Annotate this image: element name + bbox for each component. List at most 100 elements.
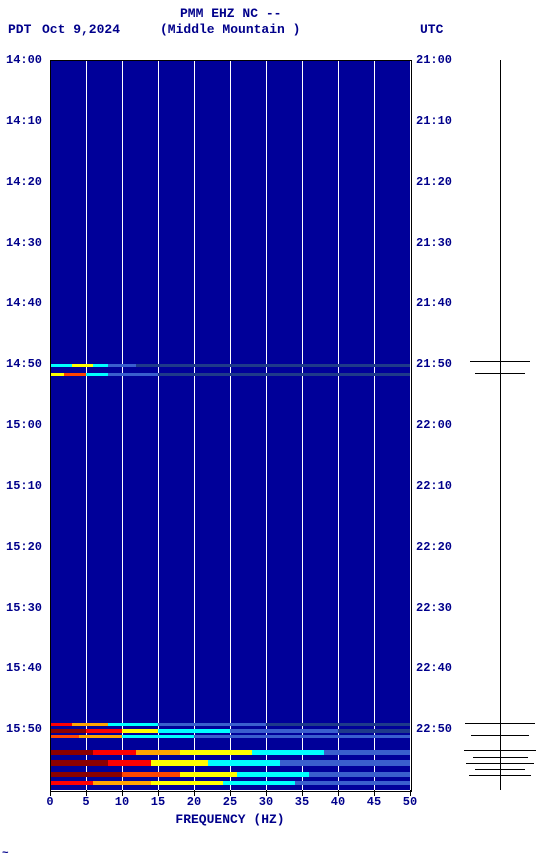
ytick-left: 14:30 — [6, 236, 42, 250]
spectro-cell — [136, 364, 410, 367]
spectro-cell — [108, 364, 137, 367]
signal-band — [50, 735, 410, 738]
gridline — [302, 60, 303, 790]
xtick-label: 45 — [367, 795, 381, 809]
spectro-cell — [208, 760, 280, 766]
signal-band — [50, 750, 410, 755]
spectro-cell — [158, 373, 410, 376]
seismo-axis — [500, 60, 501, 790]
xtick-label: 0 — [46, 795, 53, 809]
spectro-cell — [50, 729, 86, 733]
ytick-right: 21:50 — [416, 357, 452, 371]
ytick-left: 14:00 — [6, 53, 42, 67]
xtick-label: 10 — [115, 795, 129, 809]
ytick-right: 22:10 — [416, 479, 452, 493]
ytick-left: 14:40 — [6, 296, 42, 310]
seismo-trace — [466, 763, 534, 764]
gridline — [122, 60, 123, 790]
spectro-cell — [50, 735, 79, 738]
ytick-right: 22:20 — [416, 540, 452, 554]
spectro-cell — [50, 750, 93, 755]
ytick-right: 21:20 — [416, 175, 452, 189]
spectro-cell — [64, 373, 86, 376]
spectro-cell — [50, 760, 108, 766]
gridline — [266, 60, 267, 790]
gridline — [194, 60, 195, 790]
spectrogram-plot — [50, 60, 410, 790]
signal-band — [50, 723, 410, 726]
ytick-right: 22:40 — [416, 661, 452, 675]
gridline — [86, 60, 87, 790]
spectro-cell — [50, 364, 72, 367]
date-label: Oct 9,2024 — [42, 22, 120, 37]
gridline — [158, 60, 159, 790]
ytick-left: 15:30 — [6, 601, 42, 615]
seismo-trace — [473, 757, 528, 758]
ytick-right: 21:00 — [416, 53, 452, 67]
xtick-label: 50 — [403, 795, 417, 809]
ytick-right: 21:30 — [416, 236, 452, 250]
signal-band — [50, 373, 410, 376]
seismo-trace — [469, 775, 531, 776]
seismo-trace — [464, 750, 536, 751]
xtick-label: 15 — [151, 795, 165, 809]
ytick-left: 15:10 — [6, 479, 42, 493]
ytick-left: 15:40 — [6, 661, 42, 675]
spectro-cell — [79, 735, 122, 738]
xtick-label: 5 — [82, 795, 89, 809]
seismo-trace — [465, 723, 535, 724]
ytick-left: 15:00 — [6, 418, 42, 432]
right-timezone: UTC — [420, 22, 443, 37]
spectro-cell — [151, 760, 209, 766]
ytick-left: 14:50 — [6, 357, 42, 371]
xtick-label: 35 — [295, 795, 309, 809]
spectro-cell — [72, 723, 108, 726]
spectro-cell — [108, 723, 158, 726]
spectro-cell — [280, 760, 410, 766]
spectro-cell — [158, 729, 230, 733]
seismo-trace — [475, 769, 525, 770]
xtick-label: 30 — [259, 795, 273, 809]
spectro-cell — [93, 364, 107, 367]
seismo-trace — [475, 373, 525, 374]
spectro-cell — [223, 781, 295, 785]
spectro-cell — [122, 735, 194, 738]
gridline — [230, 60, 231, 790]
signal-band — [50, 772, 410, 777]
spectro-cell — [180, 772, 238, 777]
spectro-cell — [72, 364, 94, 367]
signal-band — [50, 364, 410, 367]
signal-band — [50, 760, 410, 766]
ytick-left: 14:10 — [6, 114, 42, 128]
x-axis-label: FREQUENCY (HZ) — [50, 812, 410, 827]
xtick-label: 20 — [187, 795, 201, 809]
spectro-cell — [122, 729, 158, 733]
gridline — [338, 60, 339, 790]
spectro-cell — [122, 772, 180, 777]
spectro-cell — [266, 723, 410, 726]
left-timezone: PDT — [8, 22, 31, 37]
ytick-right: 22:30 — [416, 601, 452, 615]
signal-band — [50, 729, 410, 733]
spectro-cell — [309, 772, 410, 777]
gridline — [374, 60, 375, 790]
spectro-cell — [108, 760, 151, 766]
spectro-cell — [151, 781, 223, 785]
spectro-cell — [136, 750, 179, 755]
spectro-cell — [86, 373, 108, 376]
ytick-right: 22:50 — [416, 722, 452, 736]
ytick-left: 14:20 — [6, 175, 42, 189]
signal-band — [50, 781, 410, 785]
spectro-cell — [295, 781, 410, 785]
spectro-cell — [50, 772, 122, 777]
spectro-cell — [50, 373, 64, 376]
spectro-cell — [230, 729, 338, 733]
station-name: (Middle Mountain ) — [160, 22, 300, 37]
ytick-right: 21:10 — [416, 114, 452, 128]
footer-mark: ~ — [2, 848, 9, 860]
spectro-cell — [324, 750, 410, 755]
spectro-cell — [194, 735, 410, 738]
xtick-label: 25 — [223, 795, 237, 809]
spectro-cell — [86, 729, 122, 733]
ytick-left: 15:20 — [6, 540, 42, 554]
